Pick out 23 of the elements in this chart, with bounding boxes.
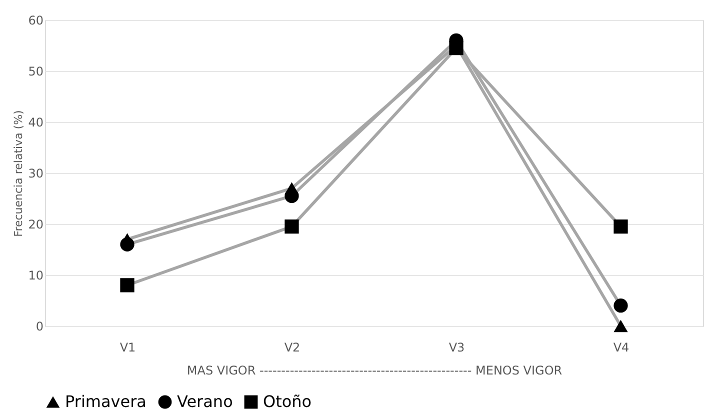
y-tick-label: 20 [28, 218, 44, 232]
x-axis-title: MAS VIGOR ------------------------------------------------- MENOS VIGOR [186, 364, 562, 378]
point [614, 320, 628, 332]
point [120, 278, 134, 292]
y-axis-title: Frecuencia relativa (%) [12, 110, 26, 237]
y-tick-label: 50 [28, 64, 44, 78]
y-tick-label: 60 [28, 14, 44, 28]
x-tick-label: V2 [284, 340, 300, 354]
x-tick-label: V3 [448, 340, 465, 354]
y-tick-label: 30 [28, 166, 44, 180]
x-tick-label: V4 [613, 340, 630, 354]
point [284, 182, 299, 194]
point [284, 219, 299, 234]
point [614, 219, 628, 234]
x-tick-label: V1 [120, 340, 136, 354]
legend-label: Primavera [65, 392, 146, 411]
y-tick-label: 10 [28, 268, 44, 282]
point [614, 298, 628, 313]
legend-label: Otoño [263, 392, 312, 411]
point [120, 233, 134, 246]
y-tick-label: 0 [36, 320, 44, 334]
legend-label: Verano [177, 392, 233, 411]
y-tick-label: 40 [28, 116, 44, 130]
